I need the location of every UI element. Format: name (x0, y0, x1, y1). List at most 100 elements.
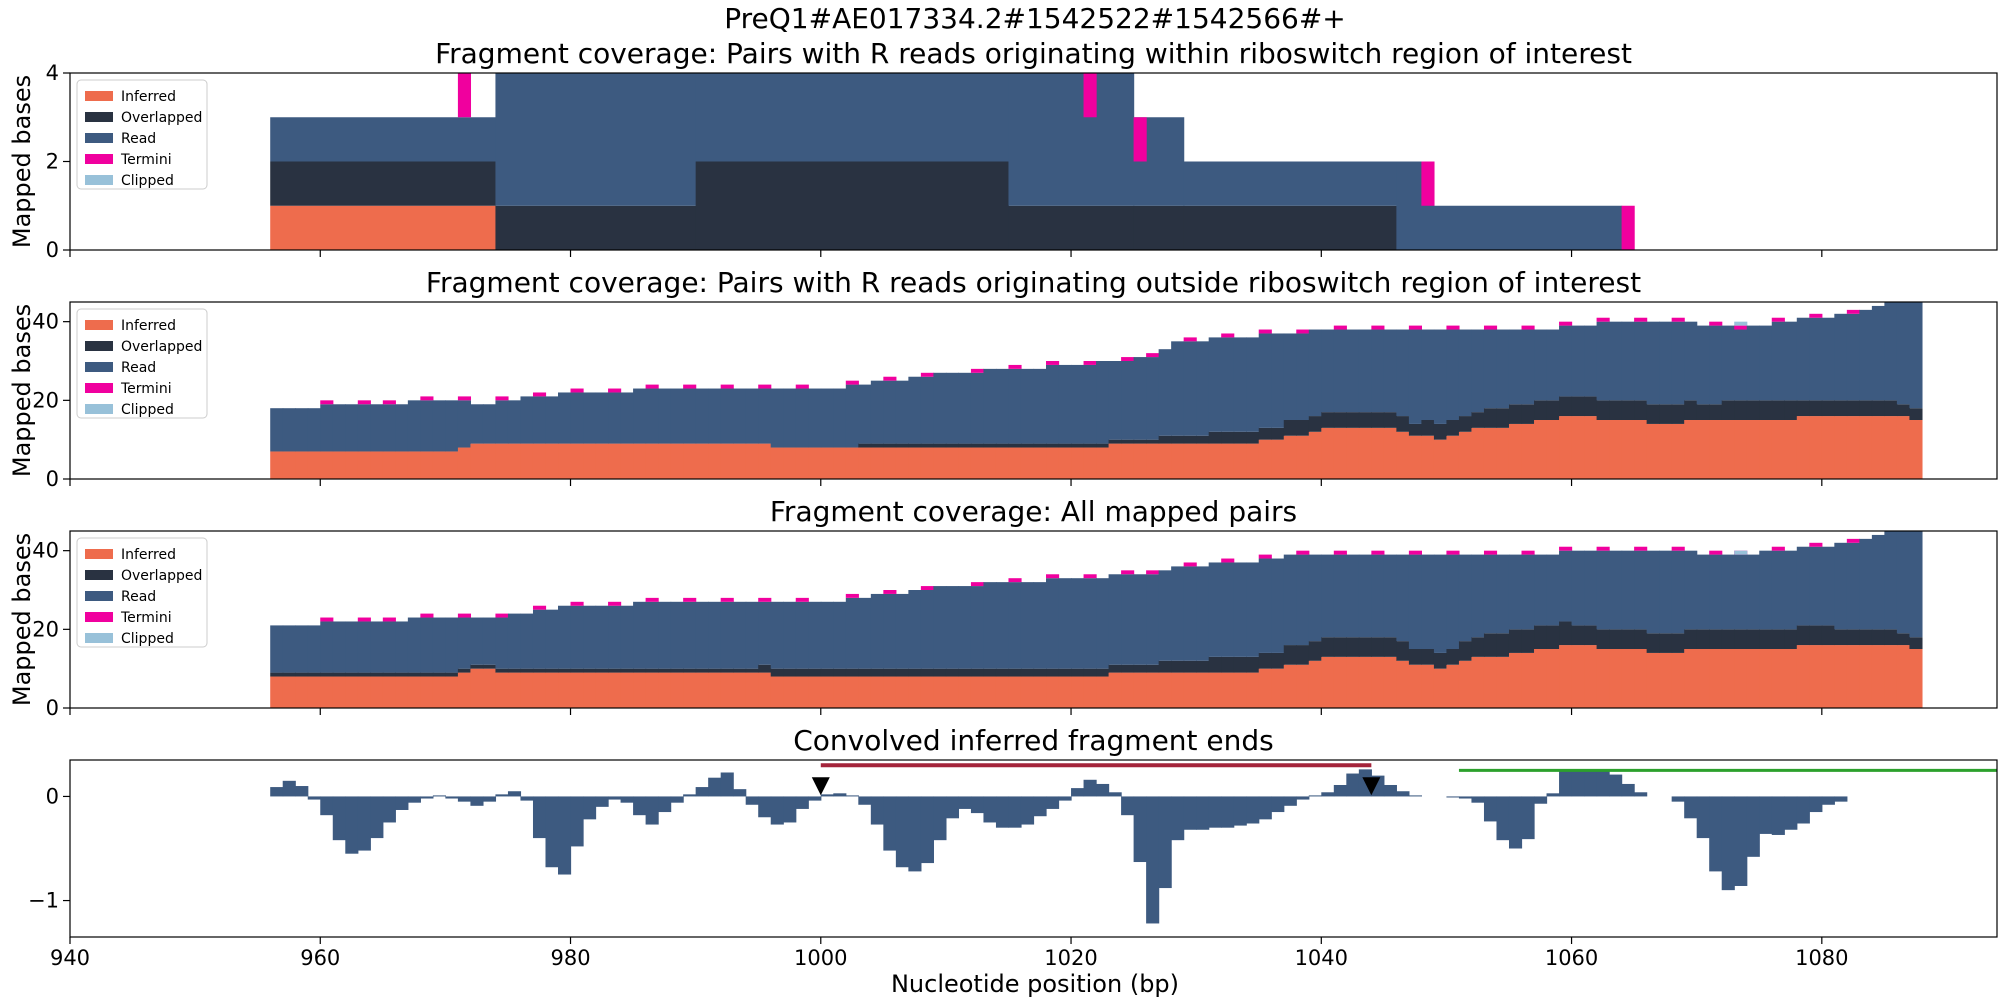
read-bar (382, 404, 396, 452)
overlapped-bar (1396, 416, 1410, 432)
read-bar (1796, 546, 1810, 626)
overlapped-bar (1346, 637, 1360, 657)
read-bar (1896, 531, 1911, 634)
inferred-bar (1809, 416, 1823, 479)
inferred-bar (1383, 427, 1397, 479)
inferred-bar (1196, 672, 1210, 708)
convolved-bar (933, 796, 947, 841)
termini-mark (1559, 321, 1573, 326)
overlapped-bar (1146, 664, 1160, 673)
read-bar (1396, 554, 1410, 642)
overlapped-bar (920, 668, 934, 677)
inferred-bar (1208, 443, 1222, 479)
inferred-bar (658, 672, 672, 708)
inferred-bar (1796, 645, 1810, 708)
inferred-segment (270, 205, 497, 250)
read-bar (420, 617, 434, 673)
inferred-bar (1784, 420, 1798, 479)
overlapped-bar (1008, 443, 1022, 448)
inferred-bar (845, 676, 859, 708)
termini-mark (495, 613, 509, 618)
inferred-bar (1146, 672, 1160, 708)
overlapped-bar (1008, 668, 1022, 677)
read-bar (1433, 329, 1448, 424)
inferred-bar (1684, 649, 1698, 708)
read-bar (1559, 325, 1573, 397)
overlapped-bar (1621, 400, 1635, 420)
read-bar (1271, 333, 1285, 428)
overlapped-bar (1258, 652, 1272, 669)
read-bar (1584, 550, 1598, 626)
read-bar (870, 593, 884, 669)
inferred-bar (532, 443, 547, 479)
inferred-bar (1521, 423, 1535, 479)
inferred-bar (808, 676, 822, 708)
convolved-bar (1559, 770, 1573, 797)
inferred-bar (645, 443, 659, 479)
overlapped-bar (1058, 443, 1072, 448)
read-bar (370, 621, 384, 673)
convolved-bar (883, 796, 897, 851)
termini-mark (1771, 546, 1785, 551)
overlapped-bar (1433, 652, 1448, 669)
read-bar (570, 392, 584, 444)
legend-swatch (85, 133, 113, 143)
read-bar (1046, 364, 1060, 444)
overlapped-bar (1471, 412, 1485, 428)
read-bar (1646, 321, 1660, 405)
termini-mark (1671, 317, 1685, 322)
read-bar (1546, 329, 1560, 401)
overlapped-bar (995, 668, 1010, 677)
read-bar (1283, 333, 1297, 420)
convolved-bar (545, 796, 559, 868)
read-bar (820, 388, 834, 448)
y-tick-label: 0 (46, 238, 59, 262)
inferred-bar (1183, 672, 1197, 708)
termini-mark (1809, 313, 1823, 318)
convolved-bar (758, 796, 772, 818)
read-bar (1909, 531, 1923, 638)
overlapped-bar (407, 672, 421, 677)
termini-mark (683, 597, 697, 602)
convolved-bar (295, 786, 309, 797)
termini-mark (1771, 317, 1785, 322)
inferred-bar (382, 676, 396, 708)
inferred-bar (282, 676, 296, 708)
read-bar (1571, 550, 1585, 626)
read-bar (583, 392, 597, 444)
inferred-bar (870, 447, 884, 479)
overlapped-bar (970, 668, 985, 677)
read-bar (495, 400, 509, 444)
inferred-bar (1308, 660, 1322, 708)
convolved-bar (1296, 796, 1310, 800)
inferred-bar (270, 676, 284, 708)
read-bar (995, 582, 1010, 669)
overlapped-bar (708, 668, 722, 673)
inferred-bar (945, 447, 960, 479)
read-bar (895, 380, 909, 444)
read-bar (833, 601, 847, 669)
termini-mark (1371, 325, 1385, 330)
overlapped-bar (1071, 443, 1085, 448)
termini-mark (970, 582, 985, 587)
overlapped-bar (1096, 668, 1110, 677)
convolved-bar (1108, 792, 1122, 797)
plot-area-1 (270, 73, 1635, 250)
read-bar (482, 404, 497, 444)
read-bar (1033, 368, 1047, 444)
inferred-bar (883, 676, 897, 708)
convolved-bar (720, 772, 734, 797)
read-bar (1108, 361, 1122, 440)
legend-label: Read (121, 589, 156, 605)
overlapped-bar (670, 668, 684, 673)
convolved-bar (420, 796, 434, 799)
termini-mark (532, 392, 547, 397)
termini-mark (1446, 550, 1460, 555)
overlapped-bar (1371, 412, 1385, 428)
read-segment (495, 73, 697, 206)
overlapped-bar (1108, 664, 1122, 673)
inferred-bar (1534, 420, 1548, 479)
overlapped-bar (1458, 641, 1473, 661)
overlapped-bar (432, 672, 446, 677)
read-bar (845, 384, 859, 448)
